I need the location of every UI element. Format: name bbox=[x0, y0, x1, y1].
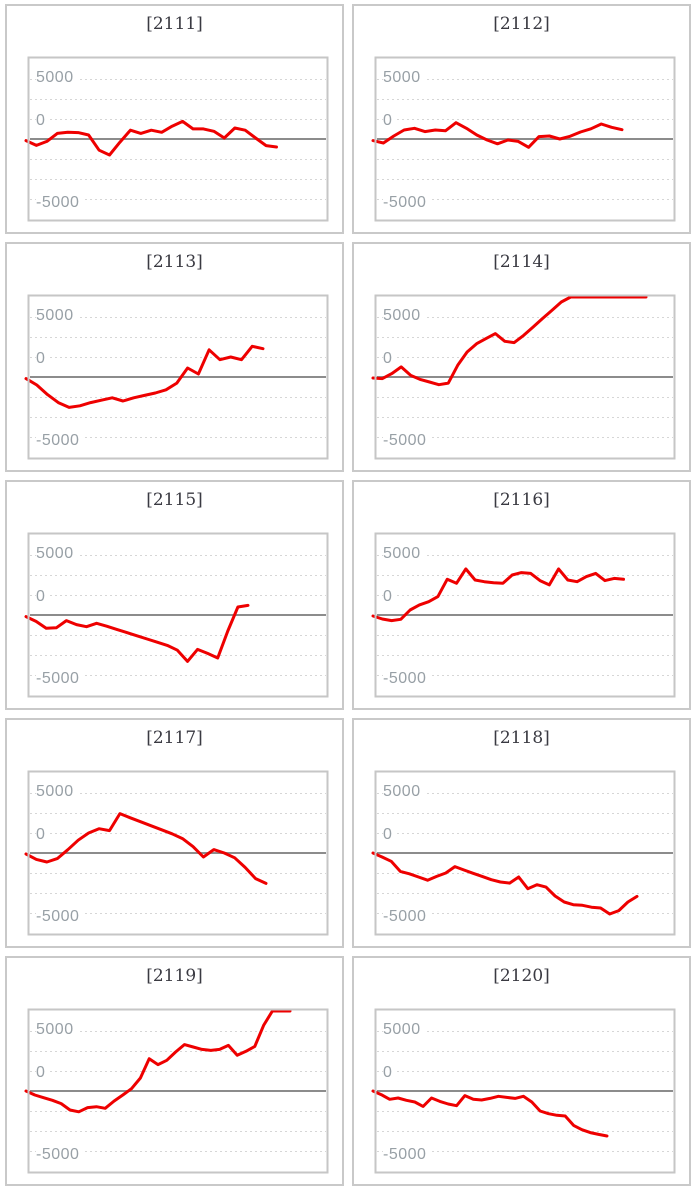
y-axis-label-5000: 5000 bbox=[36, 1020, 77, 1040]
series-line bbox=[24, 119, 278, 157]
chart-card: [2113] 5000 0 -5000 bbox=[5, 242, 344, 472]
chart-canvas bbox=[24, 294, 329, 460]
chart-title: [2114] bbox=[493, 252, 550, 272]
y-axis-label-minus5000: -5000 bbox=[36, 431, 83, 451]
chart-title: [2119] bbox=[146, 966, 203, 986]
y-axis-label-minus5000: -5000 bbox=[36, 193, 83, 213]
y-axis-label-minus5000: -5000 bbox=[36, 669, 83, 689]
y-axis-label-5000: 5000 bbox=[36, 68, 77, 88]
chart-card: [2114] 5000 0 -5000 bbox=[352, 242, 691, 472]
chart-card: [2117] 5000 0 -5000 bbox=[5, 718, 344, 948]
chart-canvas bbox=[371, 770, 676, 936]
chart-card: [2111] 5000 0 -5000 bbox=[5, 4, 344, 234]
y-axis-label-5000: 5000 bbox=[383, 306, 424, 326]
chart-card: [2115] 5000 0 -5000 bbox=[5, 480, 344, 710]
chart-canvas bbox=[371, 294, 676, 460]
plot-border bbox=[374, 532, 676, 698]
y-axis-label-0: 0 bbox=[36, 825, 49, 845]
y-axis-label-5000: 5000 bbox=[36, 782, 77, 802]
y-axis-label-0: 0 bbox=[36, 111, 49, 131]
y-axis-label-minus5000: -5000 bbox=[383, 907, 430, 927]
chart-title: [2111] bbox=[146, 14, 203, 34]
y-axis-label-5000: 5000 bbox=[36, 544, 77, 564]
chart-canvas bbox=[371, 532, 676, 698]
series-line bbox=[24, 1009, 292, 1114]
plot-border bbox=[374, 294, 676, 460]
chart-canvas bbox=[371, 56, 676, 222]
chart-title: [2115] bbox=[146, 490, 203, 510]
plot-border bbox=[27, 532, 329, 698]
y-axis-label-0: 0 bbox=[383, 349, 396, 369]
chart-card: [2120] 5000 0 -5000 bbox=[352, 956, 691, 1186]
series-line bbox=[371, 851, 639, 916]
y-axis-label-minus5000: -5000 bbox=[36, 907, 83, 927]
chart-title: [2118] bbox=[493, 728, 550, 748]
y-axis-label-0: 0 bbox=[36, 349, 49, 369]
plot-border bbox=[27, 770, 329, 936]
plot-border bbox=[374, 56, 676, 222]
plot-border bbox=[27, 56, 329, 222]
chart-card: [2118] 5000 0 -5000 bbox=[352, 718, 691, 948]
y-axis-label-0: 0 bbox=[36, 1063, 49, 1083]
plot-border bbox=[27, 294, 329, 460]
series-line bbox=[371, 121, 624, 149]
y-axis-label-5000: 5000 bbox=[36, 306, 77, 326]
y-axis-label-minus5000: -5000 bbox=[383, 669, 430, 689]
chart-title: [2116] bbox=[493, 490, 550, 510]
y-axis-label-0: 0 bbox=[36, 587, 49, 607]
y-axis-label-minus5000: -5000 bbox=[36, 1145, 83, 1165]
chart-canvas bbox=[24, 56, 329, 222]
plot-border bbox=[27, 1008, 329, 1174]
y-axis-label-5000: 5000 bbox=[383, 68, 424, 88]
chart-card: [2116] 5000 0 -5000 bbox=[352, 480, 691, 710]
chart-title: [2120] bbox=[493, 966, 550, 986]
chart-title: [2117] bbox=[146, 728, 203, 748]
y-axis-label-0: 0 bbox=[383, 587, 396, 607]
series-line bbox=[24, 344, 265, 409]
series-line bbox=[24, 812, 268, 885]
chart-card: [2119] 5000 0 -5000 bbox=[5, 956, 344, 1186]
y-axis-label-0: 0 bbox=[383, 111, 396, 131]
y-axis-label-minus5000: -5000 bbox=[383, 431, 430, 451]
chart-canvas bbox=[371, 1008, 676, 1174]
chart-title: [2113] bbox=[146, 252, 203, 272]
chart-canvas bbox=[24, 1008, 329, 1174]
series-line bbox=[371, 1089, 609, 1138]
y-axis-label-0: 0 bbox=[383, 825, 396, 845]
chart-canvas bbox=[24, 770, 329, 936]
chart-title: [2112] bbox=[493, 14, 550, 34]
y-axis-label-5000: 5000 bbox=[383, 782, 424, 802]
chart-card: [2112] 5000 0 -5000 bbox=[352, 4, 691, 234]
series-line bbox=[371, 295, 648, 387]
y-axis-label-minus5000: -5000 bbox=[383, 1145, 430, 1165]
series-line bbox=[24, 603, 250, 663]
series-line bbox=[371, 567, 625, 623]
plot-border bbox=[374, 770, 676, 936]
chart-canvas bbox=[24, 532, 329, 698]
y-axis-label-5000: 5000 bbox=[383, 544, 424, 564]
y-axis-label-5000: 5000 bbox=[383, 1020, 424, 1040]
y-axis-label-minus5000: -5000 bbox=[383, 193, 430, 213]
plot-border bbox=[374, 1008, 676, 1174]
y-axis-label-0: 0 bbox=[383, 1063, 396, 1083]
